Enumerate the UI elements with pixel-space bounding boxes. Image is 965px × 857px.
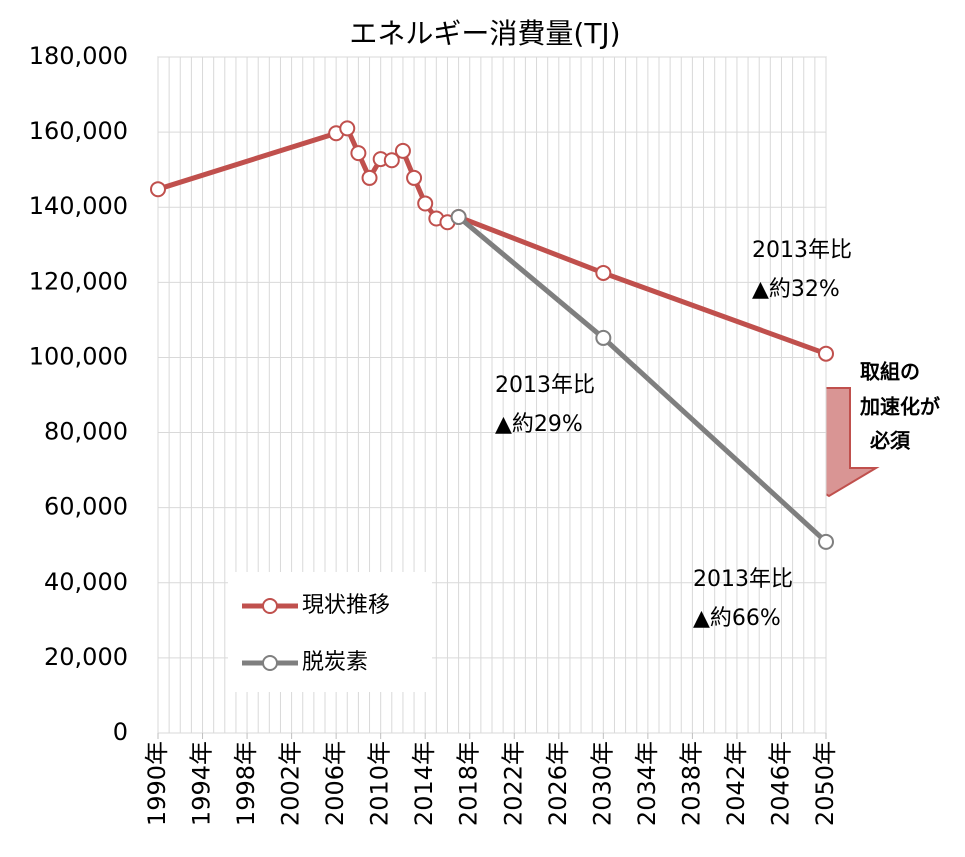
annotation: 2013年比	[495, 373, 595, 398]
annotation: ▲約29%	[495, 412, 583, 437]
annotation: ▲約32%	[752, 277, 840, 302]
x-tick-label: 2038年	[677, 741, 705, 826]
x-tick-label: 2046年	[766, 741, 794, 826]
legend-marker	[262, 655, 278, 671]
x-tick-label: 1990年	[143, 741, 171, 826]
y-tick-label: 80,000	[44, 418, 128, 446]
point	[818, 345, 834, 362]
point	[595, 329, 612, 346]
point	[595, 264, 612, 281]
point	[339, 120, 356, 137]
annotation: ▲約66%	[693, 606, 781, 631]
y-tick-label: 120,000	[29, 267, 128, 295]
x-tick-label: 2018年	[455, 741, 483, 826]
annotation: 加速化が	[859, 395, 940, 419]
x-tick-label: 2022年	[499, 741, 527, 826]
y-tick-label: 100,000	[29, 342, 128, 370]
x-tick-label: 2026年	[544, 741, 572, 826]
annotation: 必須	[869, 429, 911, 453]
chart-title: エネルギー消費量(TJ)	[349, 17, 620, 50]
x-tick-label: 2042年	[722, 741, 750, 826]
point	[818, 533, 834, 550]
legend-box	[228, 572, 432, 692]
legend-label: 脱炭素	[302, 650, 368, 675]
legend-marker	[262, 598, 278, 614]
x-tick-label: 2034年	[633, 741, 661, 826]
point	[417, 195, 434, 212]
x-tick-label: 2050年	[811, 741, 839, 826]
y-tick-label: 60,000	[44, 493, 128, 521]
x-tick-label: 2010年	[366, 741, 394, 826]
y-tick-label: 160,000	[29, 117, 128, 145]
point	[150, 181, 166, 198]
x-tick-label: 1998年	[232, 741, 260, 826]
x-tick-label: 2030年	[588, 741, 616, 826]
annotation: 2013年比	[752, 238, 852, 263]
annotation: 2013年比	[693, 567, 793, 592]
y-tick-label: 40,000	[44, 568, 128, 596]
point	[394, 142, 411, 159]
annotation: 取組の	[860, 360, 920, 384]
x-tick-label: 2006年	[321, 741, 349, 826]
point	[350, 145, 367, 162]
point	[383, 152, 400, 169]
x-tick-label: 2002年	[277, 741, 305, 826]
x-tick-label: 1994年	[188, 741, 216, 826]
point	[450, 208, 467, 225]
legend-label: 現状推移	[302, 593, 390, 618]
point	[361, 169, 378, 186]
y-tick-label: 180,000	[29, 42, 128, 70]
point	[406, 169, 423, 186]
y-tick-label: 20,000	[44, 643, 128, 671]
y-tick-label: 0	[113, 718, 128, 746]
y-tick-label: 140,000	[29, 192, 128, 220]
x-tick-label: 2014年	[410, 741, 438, 826]
